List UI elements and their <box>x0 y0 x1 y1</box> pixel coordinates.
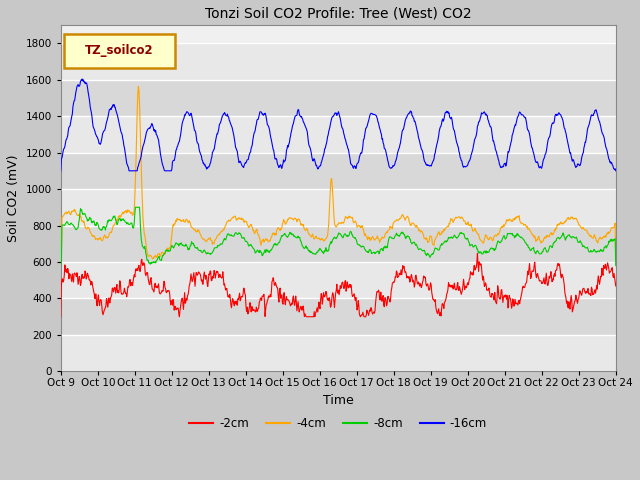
Legend: -2cm, -4cm, -8cm, -16cm: -2cm, -4cm, -8cm, -16cm <box>185 412 492 435</box>
Bar <box>61 80 616 116</box>
Bar <box>61 335 616 372</box>
FancyBboxPatch shape <box>63 34 175 68</box>
Text: TZ_soilco2: TZ_soilco2 <box>84 44 154 58</box>
Bar <box>61 43 616 80</box>
Bar <box>61 153 616 189</box>
Bar <box>61 189 616 226</box>
Y-axis label: Soil CO2 (mV): Soil CO2 (mV) <box>7 155 20 242</box>
Bar <box>61 116 616 153</box>
Bar <box>61 262 616 299</box>
X-axis label: Time: Time <box>323 394 354 407</box>
Bar <box>61 226 616 262</box>
Bar <box>61 299 616 335</box>
Title: Tonzi Soil CO2 Profile: Tree (West) CO2: Tonzi Soil CO2 Profile: Tree (West) CO2 <box>205 7 472 21</box>
